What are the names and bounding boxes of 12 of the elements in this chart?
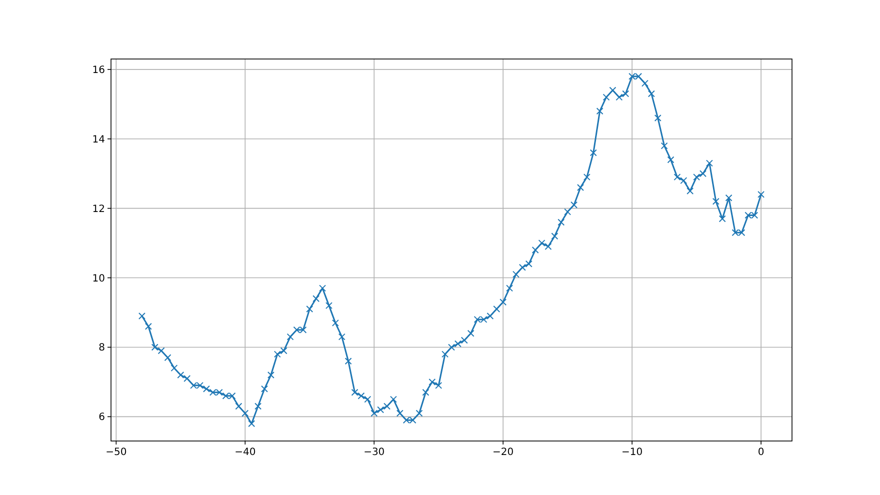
y-tick-label: 14 [92, 134, 105, 146]
x-tick-label: 0 [758, 447, 764, 458]
y-tick-label: 8 [98, 342, 105, 354]
y-tick-label: 6 [98, 412, 105, 424]
x-tick-label: −50 [106, 447, 127, 458]
y-tick-label: 16 [92, 64, 105, 76]
x-tick-label: −30 [364, 447, 385, 458]
y-tick-label: 12 [92, 204, 105, 215]
x-tick-label: −10 [622, 447, 643, 458]
y-tick-label: 10 [92, 273, 105, 284]
x-tick-label: −20 [492, 447, 514, 458]
x-tick-label: −40 [234, 447, 256, 458]
